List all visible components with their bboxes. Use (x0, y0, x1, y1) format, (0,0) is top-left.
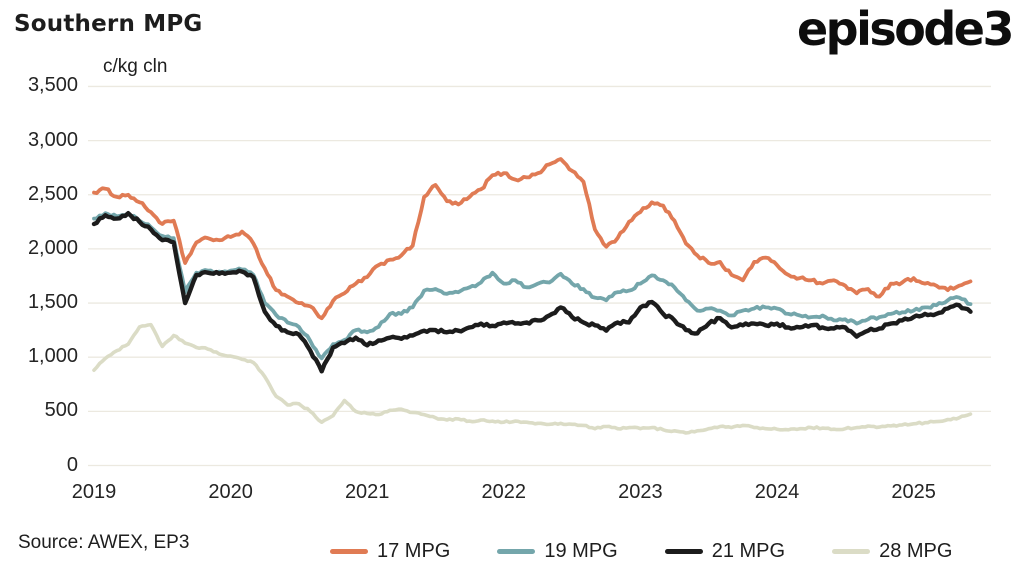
y-axis-label: 500 (44, 399, 78, 422)
page-title: Southern MPG (14, 11, 203, 37)
legend-swatch (832, 549, 871, 554)
source-note: Source: AWEX, EP3 (18, 532, 190, 553)
legend-item-17-mpg: 17 MPG (330, 540, 450, 563)
y-axis-label: 2,500 (27, 182, 78, 205)
y-axis-label: 0 (66, 453, 78, 476)
y-axis-label: 2,000 (27, 236, 78, 259)
x-axis-label: 2021 (344, 481, 390, 503)
x-axis-label: 2020 (208, 481, 253, 503)
legend-swatch (497, 549, 536, 554)
legend-swatch (664, 549, 703, 554)
legend-label: 17 MPG (377, 540, 451, 562)
y-axis-label: 3,500 (27, 74, 78, 97)
legend-swatch (330, 549, 368, 554)
x-axis-label: 2022 (481, 481, 527, 503)
y-axis-label: 1,000 (27, 345, 78, 368)
y-axis-labels: 3,500 3,000 2,500 2,000 1,500 1,000 500 0 (0, 0, 78, 568)
legend-label: 21 MPG (711, 540, 786, 562)
unit-label: c/kg cln (103, 56, 168, 77)
legend-item-28-mpg: 28 MPG (832, 540, 952, 563)
episode3-logo: episode3 (796, 2, 1015, 56)
legend: 17 MPG 19 MPG 21 MPG 28 MPG (330, 540, 952, 563)
x-axis-label: 2024 (754, 481, 800, 503)
y-axis-label: 1,500 (27, 291, 78, 314)
x-axis-label: 2019 (71, 481, 117, 503)
y-axis-label: 3,000 (27, 128, 78, 151)
legend-label: 19 MPG (544, 540, 618, 562)
legend-item-19-mpg: 19 MPG (497, 540, 618, 563)
x-axis-label: 2025 (891, 481, 936, 503)
legend-label: 28 MPG (879, 540, 953, 562)
x-axis-label: 2023 (618, 481, 663, 503)
legend-item-21-mpg: 21 MPG (664, 540, 786, 563)
